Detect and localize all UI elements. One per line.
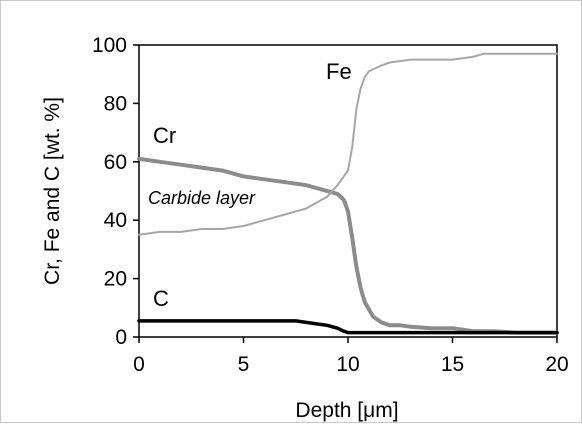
series-label-fe: Fe (326, 59, 352, 84)
x-tick-label: 0 (133, 353, 145, 376)
x-tick-label: 20 (545, 353, 568, 376)
x-axis-title: Depth [μm] (295, 399, 398, 422)
series-line-fe (138, 52, 558, 236)
plot-area (138, 44, 558, 338)
y-tick-label: 100 (92, 34, 127, 57)
series-line-cr (137, 156, 559, 335)
series-label-cr: Cr (153, 123, 176, 148)
series-label-c: C (153, 286, 169, 311)
x-tick-label: 15 (441, 353, 464, 376)
y-axis-title: Cr, Fe and C [wt. %] (41, 97, 64, 285)
x-tick-label: 10 (336, 353, 359, 376)
series-line-c (137, 319, 559, 335)
series-layer (137, 52, 559, 335)
y-tick-label: 60 (104, 151, 127, 174)
y-tick-label: 20 (104, 268, 127, 291)
y-tick-label: 0 (115, 326, 127, 349)
x-tick-label: 5 (238, 353, 250, 376)
carbide-layer-annotation: Carbide layer (148, 188, 256, 208)
x-axis: 0 5 10 15 20 (133, 337, 569, 376)
y-axis: 0 20 40 60 80 100 (92, 34, 139, 349)
y-tick-label: 40 (104, 209, 127, 232)
y-tick-label: 80 (104, 92, 127, 115)
